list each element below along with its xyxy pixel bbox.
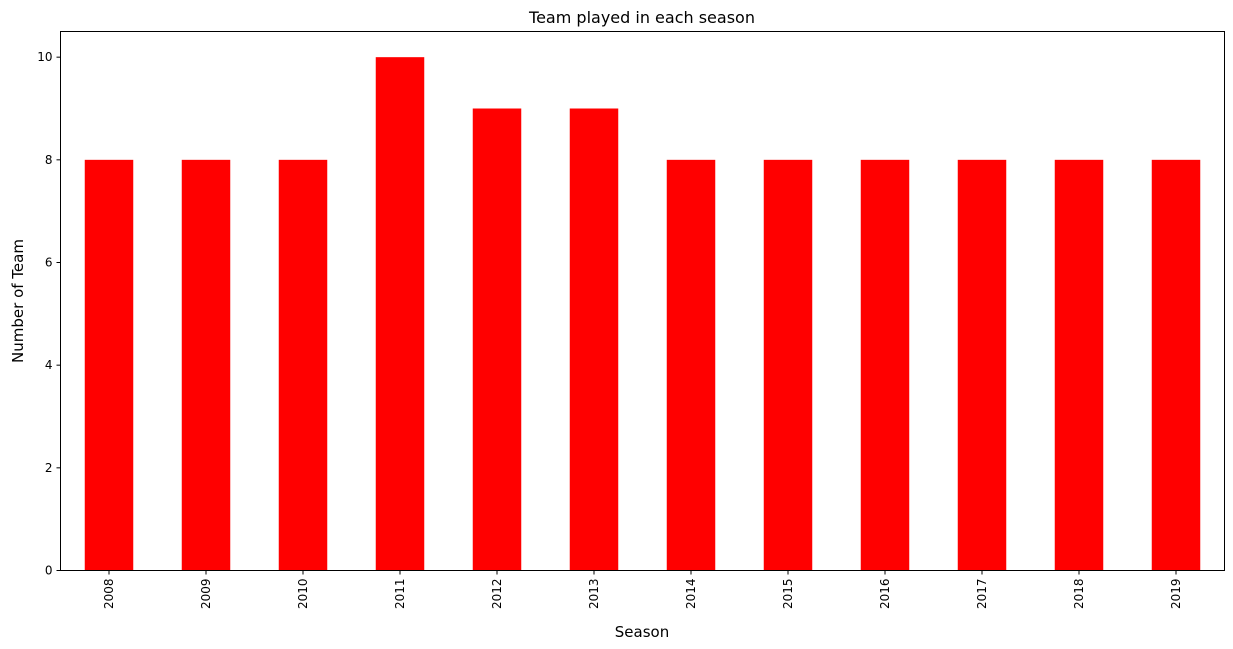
x-tick-label-2013: 2013: [587, 579, 601, 610]
y-tick-label-10: 10: [37, 50, 52, 64]
x-tick-label-2017: 2017: [975, 579, 989, 610]
x-tick-label-2019: 2019: [1169, 579, 1183, 610]
x-axis-label: Season: [615, 623, 669, 641]
x-tick-label-2014: 2014: [684, 579, 698, 610]
bar-2017: [957, 159, 1007, 571]
bar-2008: [84, 159, 134, 571]
y-tick-label-6: 6: [45, 256, 53, 270]
bar-2018: [1054, 159, 1104, 571]
y-tick-label-2: 2: [45, 461, 53, 475]
x-tick-label-2009: 2009: [199, 579, 213, 610]
bar-2013: [569, 108, 619, 571]
x-tick-label-2016: 2016: [878, 579, 892, 610]
y-tick-label-0: 0: [45, 564, 53, 578]
chart-title: Team played in each season: [528, 8, 755, 27]
bar-2016: [860, 159, 910, 571]
bar-2014: [666, 159, 716, 571]
bar-2010: [278, 159, 328, 571]
bars-layer: [84, 57, 1201, 571]
plot-area-frame: [60, 31, 1225, 571]
x-tick-label-2015: 2015: [781, 579, 795, 610]
x-tick-label-2010: 2010: [296, 579, 310, 610]
x-tick-label-2011: 2011: [393, 579, 407, 610]
x-axis: 2008 2009 2010 2011 2012 2013 2014 2015 2016 2017…: [102, 570, 1183, 610]
x-tick-label-2018: 2018: [1072, 579, 1086, 610]
bar-2009: [181, 159, 231, 571]
x-tick-label-2008: 2008: [102, 579, 116, 610]
bar-2011: [375, 57, 425, 571]
y-tick-label-8: 8: [45, 153, 53, 167]
bar-2015: [763, 159, 813, 571]
x-tick-label-2012: 2012: [490, 579, 504, 610]
y-tick-label-4: 4: [45, 358, 53, 372]
bar-2019: [1151, 159, 1201, 571]
y-axis-label: Number of Team: [9, 239, 27, 363]
bar-2012: [472, 108, 522, 571]
y-axis: 0 2 4 6 8 10: [37, 50, 61, 578]
